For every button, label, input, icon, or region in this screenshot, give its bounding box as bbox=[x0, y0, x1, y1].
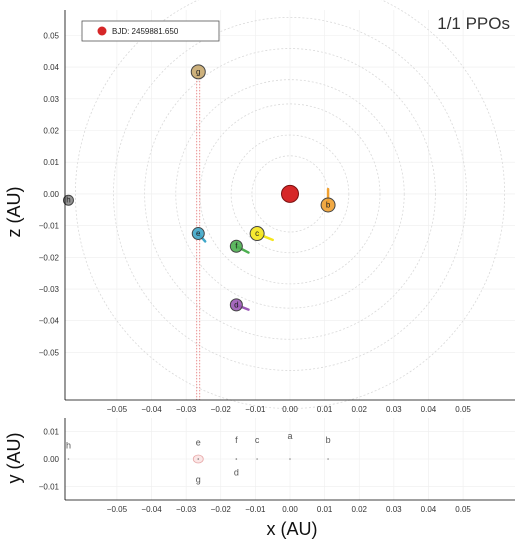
legend-label: BJD: 2459881.650 bbox=[112, 27, 179, 36]
bottom-x-axis-label: x (AU) bbox=[267, 519, 318, 539]
x-tick-label: −0.05 bbox=[107, 505, 128, 514]
x-tick-label: −0.02 bbox=[211, 505, 232, 514]
orbit-ring bbox=[175, 79, 405, 309]
orbit-ring bbox=[75, 0, 505, 409]
top-x-tick-labels: −0.05 −0.04 −0.03 −0.02 −0.01 0.00 0.01 0.02 0.0… bbox=[107, 405, 472, 414]
legend-marker bbox=[97, 26, 107, 36]
x-tick-label: 0.01 bbox=[317, 405, 333, 414]
z-tick-label: 0.02 bbox=[43, 126, 59, 135]
bottom-x-tick-labels: −0.05 −0.04 −0.03 −0.02 −0.01 0.00 0.01 0.02 0.0… bbox=[107, 505, 472, 514]
bottom-y-axis-label: y (AU) bbox=[4, 433, 24, 484]
planet-label-d: d bbox=[234, 300, 238, 309]
planet-marker-h bbox=[62, 194, 74, 206]
x-tick-label: −0.04 bbox=[141, 405, 162, 414]
legend: BJD: 2459881.650 bbox=[81, 20, 220, 42]
top-y-axis-label: z (AU) bbox=[4, 187, 24, 238]
planet-marker-g bbox=[190, 64, 206, 80]
point-label-g: g bbox=[196, 475, 201, 485]
x-tick-label: 0.05 bbox=[455, 405, 471, 414]
point-marker-c bbox=[256, 458, 258, 460]
x-tick-label: −0.01 bbox=[245, 405, 266, 414]
star-marker bbox=[281, 184, 299, 203]
x-tick-label: 0.00 bbox=[282, 405, 298, 414]
top-y-tick-labels: 0.05 0.04 0.03 0.02 0.01 0.00 −0.01 −0.02 −0.03 −… bbox=[39, 31, 60, 357]
chart-title: 1/1 PPOs bbox=[437, 14, 510, 33]
z-tick-label: −0.03 bbox=[39, 285, 60, 294]
point-label-e: e bbox=[196, 438, 201, 448]
point-marker-g bbox=[197, 458, 200, 460]
orbit-ring bbox=[230, 134, 350, 254]
z-tick-label: 0.03 bbox=[43, 95, 59, 104]
x-tick-label: 0.03 bbox=[386, 505, 402, 514]
orbit-ring bbox=[113, 16, 467, 371]
y-tick-label: 0.01 bbox=[43, 428, 59, 437]
x-tick-label: 0.01 bbox=[317, 505, 333, 514]
bottom-panel: −0.05 −0.04 −0.03 −0.02 −0.01 0.00 0.01 0.02 0.0… bbox=[4, 418, 515, 539]
planet-marker-d bbox=[229, 298, 243, 312]
z-tick-label: 0.05 bbox=[43, 31, 59, 40]
point-marker-a bbox=[289, 458, 291, 460]
top-grid bbox=[65, 10, 515, 400]
x-tick-label: −0.01 bbox=[245, 505, 266, 514]
x-tick-label: 0.02 bbox=[351, 405, 367, 414]
planet-marker-b bbox=[320, 197, 336, 213]
point-marker-b bbox=[327, 458, 329, 460]
x-tick-label: 0.05 bbox=[455, 505, 471, 514]
z-tick-label: −0.02 bbox=[39, 253, 60, 262]
x-tick-label: −0.05 bbox=[107, 405, 128, 414]
planet-label-g: g bbox=[196, 67, 200, 76]
point-label-h: h bbox=[66, 440, 71, 450]
z-tick-label: 0.01 bbox=[43, 158, 59, 167]
z-tick-label: −0.05 bbox=[39, 348, 60, 357]
y-tick-label: 0.00 bbox=[43, 455, 59, 464]
x-tick-label: −0.03 bbox=[176, 405, 197, 414]
x-tick-label: −0.03 bbox=[176, 505, 197, 514]
point-label-a: a bbox=[287, 431, 292, 441]
planet-marker-c bbox=[249, 226, 265, 242]
orbit-ring bbox=[199, 103, 381, 285]
x-tick-label: 0.00 bbox=[282, 505, 298, 514]
bottom-points: a b c d e f g h bbox=[66, 431, 331, 485]
legend-box bbox=[81, 20, 220, 42]
orbit-rings bbox=[75, 0, 505, 409]
z-tick-label: −0.04 bbox=[39, 317, 60, 326]
x-tick-label: 0.03 bbox=[386, 405, 402, 414]
planet-label-h: h bbox=[66, 196, 70, 205]
z-tick-label: 0.00 bbox=[43, 190, 59, 199]
x-tick-label: −0.02 bbox=[211, 405, 232, 414]
point-marker-f bbox=[235, 458, 238, 460]
point-label-d: d bbox=[234, 468, 239, 478]
planet-marker-f bbox=[229, 239, 243, 253]
z-tick-label: 0.04 bbox=[43, 63, 59, 72]
planet-label-b: b bbox=[326, 201, 331, 210]
top-points: b c d e f g h bbox=[62, 64, 336, 400]
z-tick-label: −0.01 bbox=[39, 222, 60, 231]
point-label-f: f bbox=[235, 435, 238, 445]
y-tick-label: −0.01 bbox=[39, 482, 60, 491]
x-tick-label: 0.04 bbox=[421, 405, 437, 414]
top-panel: −0.05 −0.04 −0.03 −0.02 −0.01 0.00 0.01 0.02 0.0… bbox=[4, 0, 515, 414]
x-tick-label: 0.02 bbox=[351, 505, 367, 514]
x-tick-label: −0.04 bbox=[141, 505, 162, 514]
planet-label-c: c bbox=[255, 229, 259, 238]
point-marker-h bbox=[67, 458, 70, 460]
planet-label-f: f bbox=[235, 242, 238, 251]
orbit-ring bbox=[144, 48, 436, 340]
point-label-c: c bbox=[255, 435, 260, 445]
planet-label-e: e bbox=[196, 229, 201, 238]
point-label-b: b bbox=[326, 435, 331, 445]
x-tick-label: 0.04 bbox=[421, 505, 437, 514]
planet-marker-e bbox=[191, 227, 205, 241]
bottom-y-tick-labels: 0.01 0.00 −0.01 bbox=[39, 428, 60, 492]
